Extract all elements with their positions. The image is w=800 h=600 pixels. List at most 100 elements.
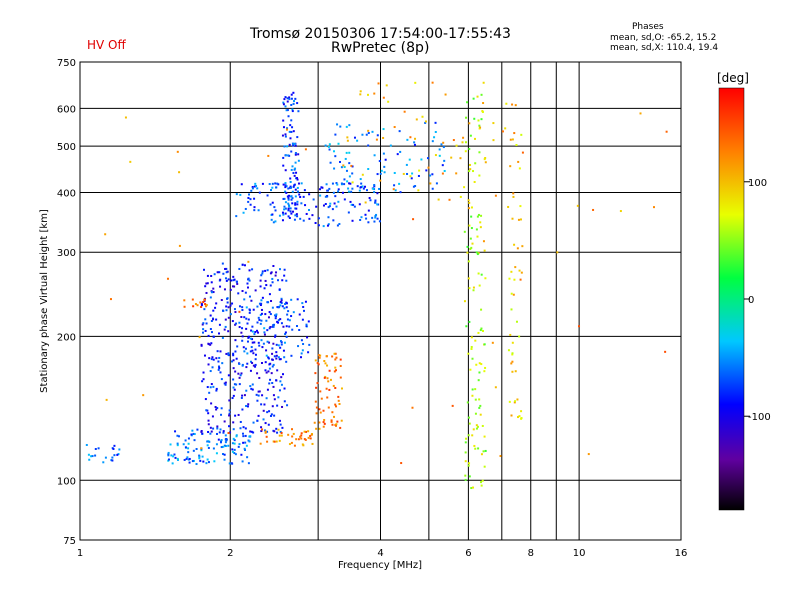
data-point [241, 290, 244, 293]
data-point [261, 270, 264, 273]
data-point [351, 219, 354, 222]
data-point [348, 175, 351, 178]
data-point [283, 98, 286, 101]
data-point [289, 124, 292, 127]
data-point [212, 291, 215, 294]
data-point [236, 345, 239, 348]
y-axis-label: Stationary phase Virtual Height [km] [39, 209, 50, 393]
data-point [273, 398, 276, 401]
data-point [512, 293, 515, 296]
data-point [234, 370, 237, 373]
data-point [324, 195, 327, 198]
data-point [207, 419, 210, 422]
data-point [383, 165, 386, 168]
data-point [327, 145, 330, 148]
data-point [171, 462, 174, 465]
data-point [347, 211, 350, 214]
data-point [477, 331, 480, 334]
data-point [303, 438, 306, 441]
data-point [278, 389, 281, 392]
data-point [167, 451, 170, 454]
data-point [260, 299, 263, 302]
data-point [476, 253, 479, 256]
data-point [509, 165, 512, 168]
data-point [221, 262, 224, 265]
data-point [268, 341, 271, 344]
data-point [366, 93, 369, 96]
data-point [464, 474, 467, 477]
data-point [250, 430, 253, 433]
data-point [281, 426, 284, 429]
data-point [466, 101, 469, 104]
data-point [256, 329, 259, 332]
x-tick-label: 8 [528, 548, 534, 559]
data-point [273, 414, 276, 417]
data-point [225, 271, 228, 274]
cluster-f2-o-trace-base [235, 182, 381, 228]
data-point [87, 453, 90, 456]
data-point [334, 133, 337, 136]
data-point [358, 203, 361, 206]
data-point [290, 198, 293, 201]
data-point [520, 417, 523, 420]
data-point [472, 486, 475, 489]
data-point [305, 325, 308, 328]
data-point [280, 376, 283, 379]
data-point [253, 341, 256, 344]
data-point [470, 206, 473, 209]
data-point [271, 347, 274, 350]
data-point [278, 439, 281, 442]
data-point [417, 174, 420, 177]
data-point [237, 413, 240, 416]
data-point [302, 195, 305, 198]
data-point [224, 277, 227, 280]
data-point [271, 358, 274, 361]
data-point [225, 309, 228, 312]
data-point [264, 430, 267, 433]
data-point [302, 305, 305, 308]
data-point [208, 357, 211, 360]
data-point [248, 311, 251, 314]
data-point [225, 279, 228, 282]
data-point [183, 305, 186, 308]
data-point [471, 394, 474, 397]
data-point [228, 409, 231, 412]
data-point [241, 408, 244, 411]
data-point [104, 456, 107, 459]
data-point [252, 308, 255, 311]
data-point [340, 387, 343, 390]
data-point [296, 200, 299, 203]
data-point [468, 475, 471, 478]
data-point [231, 285, 234, 288]
data-point [334, 403, 337, 406]
data-point [275, 379, 278, 382]
data-point [202, 328, 205, 331]
data-point [254, 182, 257, 185]
data-point [466, 401, 469, 404]
data-point [258, 191, 261, 194]
data-point [329, 161, 332, 164]
data-point [193, 433, 196, 436]
data-point [483, 370, 486, 373]
data-point [209, 426, 212, 429]
data-point [318, 356, 321, 359]
data-point [376, 173, 379, 176]
data-point [478, 284, 481, 287]
phases-title: Phases [632, 22, 664, 32]
data-point [215, 387, 218, 390]
data-point [258, 390, 261, 393]
data-point [203, 308, 206, 311]
data-point [198, 455, 201, 458]
data-point [280, 322, 283, 325]
data-point [251, 361, 254, 364]
data-point [461, 141, 464, 144]
data-point [508, 400, 511, 403]
data-point [248, 435, 251, 438]
data-point [290, 97, 293, 100]
data-point [280, 431, 283, 434]
data-point [328, 143, 331, 146]
data-point [512, 192, 515, 195]
data-point [235, 322, 238, 325]
data-point [393, 171, 396, 174]
data-point [470, 336, 473, 339]
